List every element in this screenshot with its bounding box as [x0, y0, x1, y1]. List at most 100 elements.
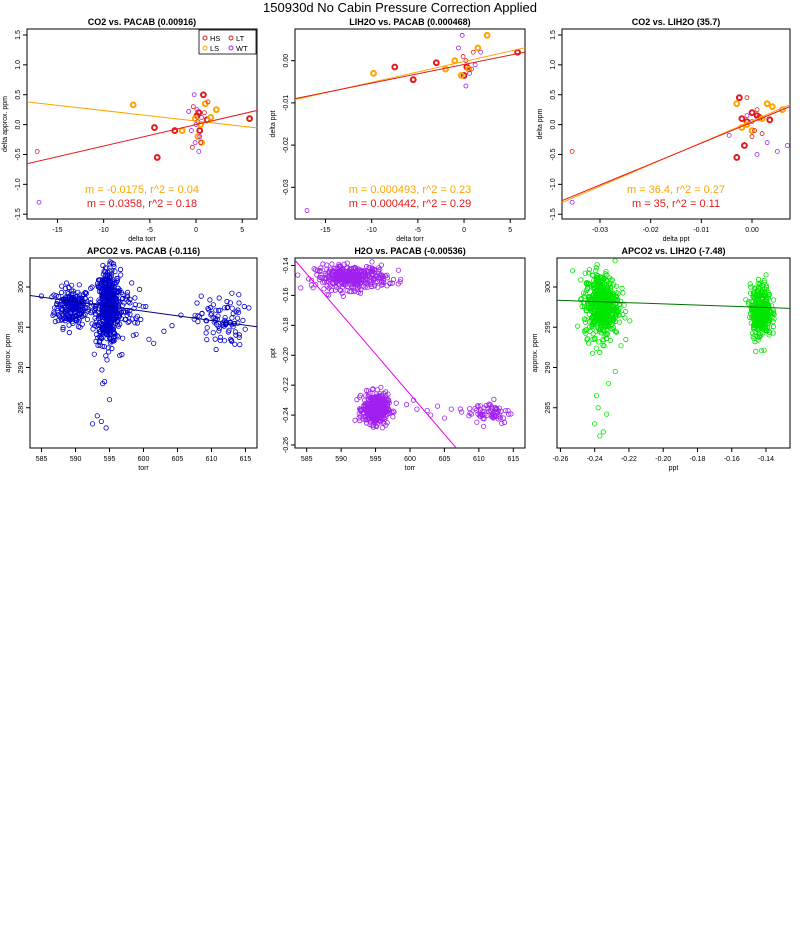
data-point [240, 317, 246, 323]
data-point [204, 336, 210, 343]
data-point [215, 313, 221, 319]
data-point [62, 285, 69, 291]
x-tick-label: 0.00 [745, 227, 759, 234]
data-point [70, 320, 76, 326]
data-point [766, 332, 772, 338]
data-point [38, 293, 45, 299]
data-point-ls [178, 127, 186, 134]
data-point [475, 402, 481, 409]
data-point [352, 266, 358, 272]
data-point [375, 284, 381, 290]
data-point [390, 414, 396, 420]
data-point [90, 326, 96, 332]
data-point [491, 396, 497, 402]
data-point [370, 415, 377, 422]
data-point [227, 300, 233, 306]
data-point [584, 285, 591, 291]
data-point [66, 313, 72, 319]
data-point [132, 320, 138, 326]
data-point [89, 421, 96, 427]
data-point [355, 289, 361, 295]
y-tick-label: -0.03 [283, 179, 290, 195]
data-point [195, 313, 201, 319]
data-point-lt [34, 149, 40, 154]
data-point [403, 402, 410, 408]
data-point [603, 245, 607, 249]
data-point [589, 293, 595, 299]
data-point [619, 285, 625, 291]
data-point [363, 420, 370, 426]
data-point [357, 392, 363, 398]
data-point [753, 348, 759, 354]
data-point [364, 416, 370, 422]
data-point [493, 405, 500, 411]
data-point [352, 417, 358, 423]
data-point [597, 349, 603, 356]
data-point-lt [744, 95, 750, 101]
page-title: 150930d No Cabin Pressure Correction App… [263, 0, 537, 15]
data-point [386, 409, 393, 415]
data-point [390, 276, 397, 283]
data-point [54, 300, 60, 307]
data-point [369, 398, 375, 404]
data-point [622, 308, 629, 315]
data-point [508, 411, 514, 417]
data-point [113, 290, 120, 296]
data-point [95, 342, 101, 348]
data-point [623, 336, 629, 343]
data-point [229, 290, 235, 296]
plot-area [295, 31, 525, 213]
data-point-ls [763, 100, 771, 108]
data-point-lt [470, 49, 476, 55]
data-point [377, 419, 383, 425]
data-point [598, 294, 604, 300]
data-point [587, 324, 593, 330]
data-point [378, 262, 384, 268]
data-point [754, 287, 760, 294]
x-tick-label: -0.24 [587, 456, 603, 463]
data-point [85, 308, 91, 314]
y-tick-label: 1.0 [15, 60, 22, 70]
chart-title: APCO2 vs. LIH2O (-7.48) [621, 246, 725, 256]
data-point [99, 291, 106, 297]
data-point-wt [478, 49, 484, 55]
data-point [104, 309, 110, 315]
data-point [441, 415, 448, 421]
data-point [335, 268, 342, 274]
data-point [328, 270, 334, 276]
data-point [57, 302, 63, 308]
data-point [348, 266, 354, 272]
y-tick-label: -0.16 [283, 287, 290, 303]
data-point-lt [189, 144, 195, 150]
data-point [92, 305, 98, 312]
data-point-ls [212, 106, 220, 114]
data-point [770, 330, 776, 336]
data-point [84, 316, 91, 322]
data-point [108, 321, 114, 327]
data-point [192, 312, 198, 318]
data-point [375, 268, 381, 274]
data-point [236, 300, 242, 306]
data-point [597, 291, 604, 297]
data-point-hs [196, 127, 204, 134]
data-point-wt [467, 70, 472, 76]
data-point [204, 325, 210, 331]
data-point [232, 329, 239, 335]
data-point [468, 411, 475, 417]
plot-frame [26, 28, 258, 220]
data-point [362, 279, 368, 285]
data-point [618, 343, 624, 349]
data-point [84, 304, 90, 311]
data-point [120, 335, 126, 341]
data-point [380, 399, 386, 405]
data-point [602, 332, 608, 338]
data-point [151, 340, 157, 346]
data-point [133, 331, 139, 337]
y-axis-label: delta approx. ppm [2, 96, 9, 152]
data-point [124, 307, 130, 313]
x-tick-label: 615 [240, 456, 252, 463]
data-point [582, 245, 586, 249]
data-point [88, 296, 94, 302]
data-point [76, 312, 82, 318]
